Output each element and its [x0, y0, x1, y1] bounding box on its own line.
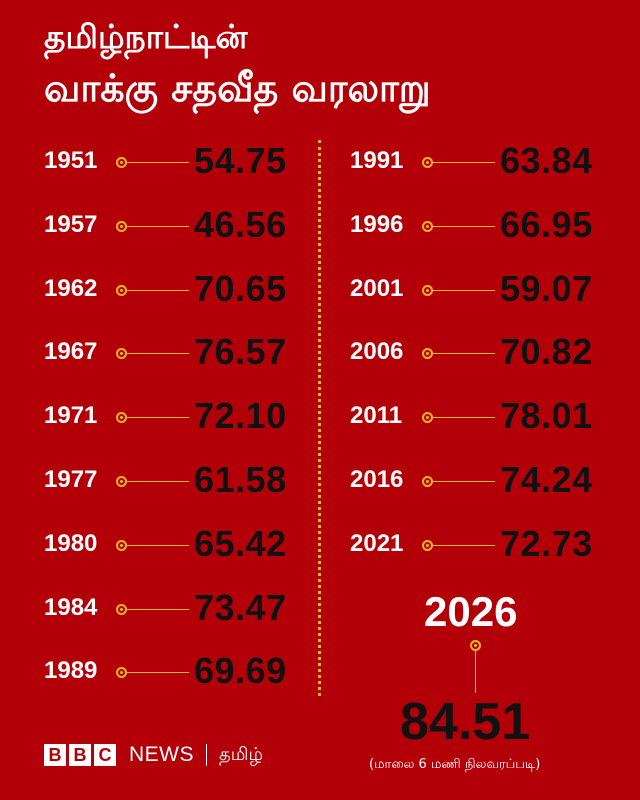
turnout-value: 63.84	[500, 140, 593, 181]
turnout-row: 1991 63.84	[350, 133, 600, 197]
latest-connector	[475, 651, 476, 693]
marker-dot-icon	[116, 284, 127, 296]
turnout-row: 1989 69.69	[44, 643, 294, 707]
title-line-1: தமிழ்நாட்டின்	[44, 17, 248, 56]
latest-year: 2026	[424, 588, 518, 635]
connector-line	[127, 289, 189, 291]
turnout-row: 1957 46.56	[44, 197, 294, 261]
marker-dot-icon	[422, 539, 433, 551]
marker-dot-icon	[422, 220, 433, 232]
marker-dot-icon	[422, 475, 433, 487]
connector-line	[127, 225, 189, 227]
connector-line	[127, 608, 189, 610]
year-label: 1962	[44, 274, 98, 302]
turnout-value: 66.95	[500, 203, 593, 245]
year-label: 1951	[44, 147, 98, 174]
year-label: 2001	[350, 274, 404, 302]
latest-value: 84.51	[400, 693, 531, 751]
marker-dot-icon	[116, 667, 127, 679]
year-label: 1989	[44, 657, 98, 685]
turnout-row: 1962 70.65	[44, 261, 294, 325]
connector-line	[127, 544, 189, 546]
connector-line	[433, 225, 495, 227]
marker-dot-icon	[422, 157, 433, 168]
marker-dot-icon	[116, 603, 127, 615]
turnout-row: 1951 54.75	[44, 133, 294, 197]
year-label: 2006	[350, 338, 404, 366]
turnout-row: 2021 72.73	[350, 516, 600, 580]
year-label: 1957	[44, 210, 98, 238]
marker-dot-icon	[116, 412, 127, 424]
marker-dot-icon	[422, 348, 433, 360]
turnout-row: 1980 65.42	[44, 516, 294, 580]
connector-line	[127, 417, 189, 419]
language-label: தமிழ்	[219, 743, 263, 765]
year-label: 2016	[350, 465, 404, 493]
turnout-row: 1984 73.47	[44, 580, 294, 644]
column-divider	[318, 140, 321, 696]
year-label: 1977	[44, 465, 98, 493]
turnout-value: 46.56	[194, 203, 287, 245]
year-label: 1996	[350, 210, 404, 238]
turnout-value: 70.65	[194, 267, 287, 309]
connector-line	[433, 353, 495, 355]
turnout-row: 2001 59.07	[350, 261, 600, 325]
turnout-row: 1977 61.58	[44, 452, 294, 516]
marker-dot-icon	[116, 539, 127, 551]
connector-line	[433, 544, 495, 546]
turnout-value: 70.82	[500, 331, 593, 373]
bbc-logo-letter: B	[69, 744, 91, 766]
bbc-logo-letter: C	[94, 744, 116, 766]
turnout-value: 72.10	[194, 395, 287, 437]
turnout-value: 72.73	[500, 522, 593, 564]
turnout-value: 54.75	[194, 140, 287, 181]
connector-line	[433, 480, 495, 482]
turnout-value: 74.24	[500, 458, 593, 500]
turnout-row: 1967 76.57	[44, 324, 294, 388]
right-column: 1991 63.84 1996 66.95 2001 59.07 2006 70.82 2011…	[350, 133, 600, 580]
turnout-row: 2016 74.24	[350, 452, 600, 516]
title-line-2: வாக்கு சதவீத வரலாறு	[44, 66, 431, 110]
footer-separator	[206, 744, 207, 766]
latest-note: (மாலை 6 மணி நிலவரப்படி)	[369, 757, 541, 772]
turnout-value: 69.69	[194, 650, 287, 692]
connector-line	[433, 162, 495, 163]
connector-line	[127, 480, 189, 482]
connector-line	[433, 289, 495, 291]
news-label: NEWS	[129, 743, 194, 766]
turnout-value: 73.47	[194, 586, 287, 628]
connector-line	[433, 417, 495, 419]
year-label: 1991	[350, 147, 404, 174]
year-label: 1984	[44, 593, 98, 621]
year-label: 1971	[44, 402, 98, 430]
turnout-row: 2006 70.82	[350, 324, 600, 388]
year-label: 1980	[44, 529, 98, 557]
marker-dot-icon	[422, 412, 433, 424]
turnout-row: 1971 72.10	[44, 388, 294, 452]
turnout-value: 59.07	[500, 267, 593, 309]
connector-line	[127, 672, 189, 674]
turnout-value: 61.58	[194, 458, 287, 500]
page-title: தமிழ்நாட்டின் வாக்கு சதவீத வரலாறு	[44, 14, 431, 116]
year-label: 1967	[44, 338, 98, 366]
bbc-logo: B B C	[44, 744, 119, 766]
year-label: 2021	[350, 529, 404, 557]
marker-dot-icon	[116, 475, 127, 487]
marker-dot-icon	[116, 348, 127, 360]
bbc-logo-letter: B	[44, 744, 66, 766]
marker-dot-icon	[116, 157, 127, 168]
left-column: 1951 54.75 1957 46.56 1962 70.65 1967 76.57 1971…	[44, 133, 294, 707]
turnout-row: 1996 66.95	[350, 197, 600, 261]
turnout-value: 78.01	[500, 395, 593, 437]
year-label: 2011	[350, 402, 403, 430]
footer: B B C NEWS தமிழ்	[44, 743, 263, 767]
turnout-value: 65.42	[194, 522, 287, 564]
marker-dot-icon	[422, 284, 433, 296]
connector-line	[127, 162, 189, 163]
connector-line	[127, 353, 189, 355]
turnout-value: 76.57	[194, 331, 287, 373]
latest-marker-icon	[470, 640, 481, 651]
turnout-row: 2011 78.01	[350, 388, 600, 452]
marker-dot-icon	[116, 220, 127, 232]
